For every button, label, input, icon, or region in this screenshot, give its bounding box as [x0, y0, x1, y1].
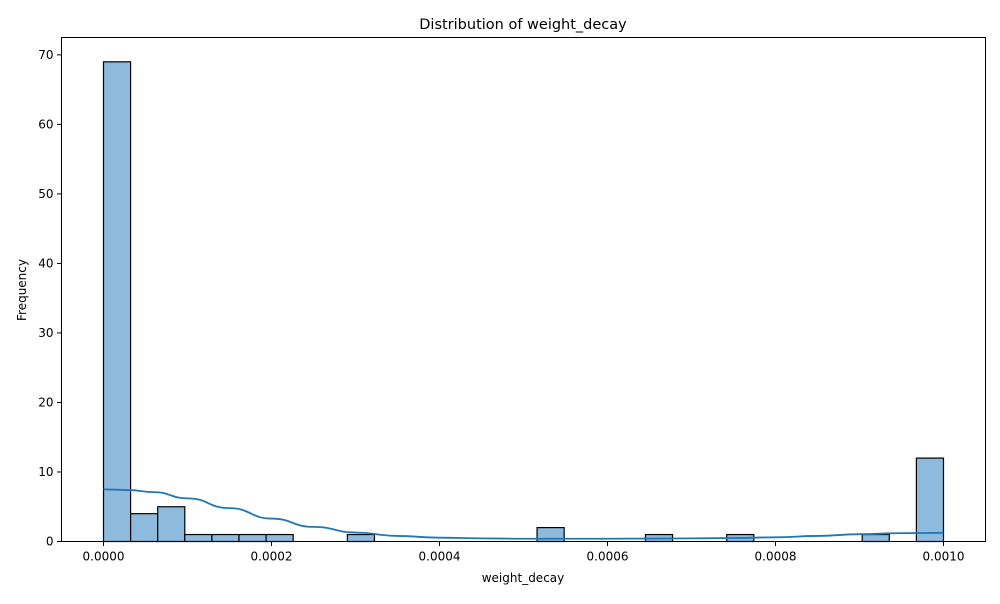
bars-layer	[102, 61, 945, 543]
kde-line	[103, 488, 944, 540]
y-tick-label: 60	[38, 117, 53, 131]
y-tick-label: 70	[38, 48, 53, 62]
histogram-bar	[157, 506, 186, 543]
x-tick-label: 0.0010	[923, 550, 965, 564]
histogram-bar	[129, 513, 159, 543]
chart-title: Distribution of weight_decay	[419, 17, 627, 33]
histogram-bar	[184, 533, 213, 543]
x-tick-label: 0.0002	[251, 550, 293, 564]
histogram-bar	[102, 61, 132, 543]
x-tick-label: 0.0004	[419, 550, 461, 564]
plot-frame	[61, 37, 986, 542]
y-axis-label: Frequency	[15, 259, 29, 321]
histogram-bar	[915, 457, 945, 543]
y-tick-label: 30	[38, 326, 53, 340]
y-tick-label: 40	[38, 256, 53, 270]
x-tick-label: 0.0008	[755, 550, 797, 564]
y-tick-label: 50	[38, 187, 53, 201]
y-tick-label: 20	[38, 395, 53, 409]
histogram-bar	[211, 533, 240, 543]
x-tick-label: 0.0006	[587, 550, 629, 564]
histogram-bar	[861, 533, 890, 543]
histogram-bar	[346, 533, 376, 543]
x-axis-ticks: 0.0000 0.0002 0.0004 0.0006 0.0008 0.0010	[83, 541, 965, 564]
histogram-bar	[265, 533, 294, 543]
y-tick-label: 10	[38, 465, 53, 479]
kde-layer	[103, 488, 944, 540]
histogram-bar	[238, 533, 267, 543]
y-axis-ticks: 0 10 20 30 40 50 60 70	[38, 48, 62, 549]
y-tick-label: 0	[46, 535, 54, 549]
x-tick-label: 0.0000	[83, 550, 125, 564]
x-axis-label: weight_decay	[482, 571, 565, 585]
